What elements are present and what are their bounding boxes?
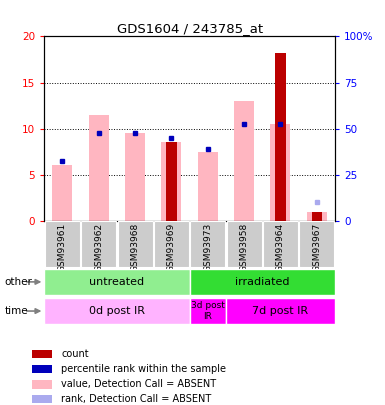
Bar bbox=[32, 364, 52, 373]
Bar bbox=[198, 151, 218, 221]
Bar bbox=[52, 164, 72, 221]
Text: time: time bbox=[5, 306, 28, 316]
Bar bbox=[166, 143, 177, 221]
Bar bbox=[118, 221, 152, 267]
Bar bbox=[32, 350, 52, 358]
Text: other: other bbox=[5, 277, 32, 287]
Text: GSM93969: GSM93969 bbox=[167, 223, 176, 272]
Text: irradiated: irradiated bbox=[235, 277, 290, 287]
Bar bbox=[89, 115, 109, 221]
Bar bbox=[234, 101, 254, 221]
Bar bbox=[44, 298, 190, 324]
Bar bbox=[81, 221, 116, 267]
Text: GSM93958: GSM93958 bbox=[239, 223, 249, 272]
Text: GSM93964: GSM93964 bbox=[276, 223, 285, 272]
Bar bbox=[32, 380, 52, 388]
Text: 3d post
IR: 3d post IR bbox=[191, 301, 225, 321]
Text: untreated: untreated bbox=[89, 277, 144, 287]
Bar bbox=[190, 269, 335, 295]
Bar bbox=[270, 124, 290, 221]
Text: count: count bbox=[61, 349, 89, 359]
Bar bbox=[45, 221, 80, 267]
Bar bbox=[190, 298, 226, 324]
Bar bbox=[190, 221, 225, 267]
Bar bbox=[312, 211, 322, 221]
Bar bbox=[226, 298, 335, 324]
Bar bbox=[44, 269, 190, 295]
Text: percentile rank within the sample: percentile rank within the sample bbox=[61, 364, 226, 374]
Bar bbox=[300, 221, 334, 267]
Bar bbox=[275, 53, 286, 221]
Text: GSM93961: GSM93961 bbox=[58, 223, 67, 272]
Bar bbox=[263, 221, 298, 267]
Bar bbox=[161, 143, 181, 221]
Text: GSM93962: GSM93962 bbox=[94, 223, 103, 272]
Bar bbox=[154, 221, 189, 267]
Text: 7d post IR: 7d post IR bbox=[253, 306, 308, 316]
Text: GSM93973: GSM93973 bbox=[203, 223, 212, 272]
Text: rank, Detection Call = ABSENT: rank, Detection Call = ABSENT bbox=[61, 394, 211, 404]
Title: GDS1604 / 243785_at: GDS1604 / 243785_at bbox=[117, 22, 263, 35]
Text: value, Detection Call = ABSENT: value, Detection Call = ABSENT bbox=[61, 379, 216, 389]
Text: GSM93968: GSM93968 bbox=[131, 223, 140, 272]
Bar bbox=[125, 133, 145, 221]
Bar bbox=[32, 395, 52, 404]
Text: GSM93967: GSM93967 bbox=[312, 223, 321, 272]
Bar bbox=[307, 211, 327, 221]
Text: 0d post IR: 0d post IR bbox=[89, 306, 145, 316]
Bar bbox=[227, 221, 261, 267]
